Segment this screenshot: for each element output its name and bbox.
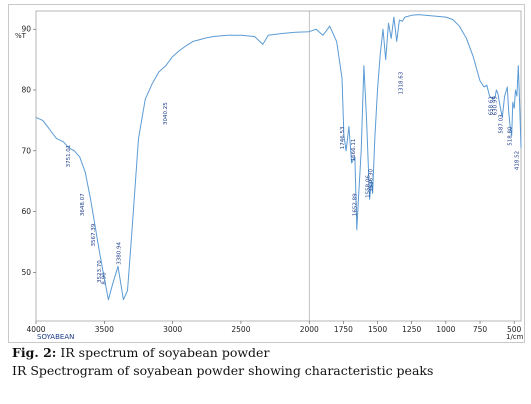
peak-label: 3648.07: [80, 193, 86, 216]
x-tick-label: 3000: [163, 325, 182, 334]
peak-label: 1652.89: [353, 193, 359, 216]
spectrum-figure: 4000 3500 3000 2500 2000 1750 1500 1250 1000 750 5…: [8, 4, 525, 343]
figure-title: IR spectrum of soyabean powder: [56, 345, 270, 360]
spectrum-trace: [35, 14, 522, 301]
x-tick-label: 4000: [26, 325, 45, 334]
x-tick-label: 1250: [402, 325, 421, 334]
y-tick-label: 80: [21, 86, 31, 95]
peak-label: 418.52: [514, 151, 520, 170]
x-axis-unit: 1/cm: [506, 333, 524, 341]
peak-label: 518.80: [508, 126, 514, 146]
x-tick-label: 500: [507, 325, 522, 334]
peak-label: 1536.30: [369, 168, 375, 191]
y-axis-label: %T: [15, 32, 27, 40]
sample-label: SOYABEAN: [37, 333, 74, 341]
peak-label: 630.99: [492, 96, 498, 116]
y-tick-label: 70: [21, 146, 31, 155]
y-tick-label: 50: [21, 268, 31, 277]
peak-label: 3523.70: [97, 260, 103, 283]
y-tick-label: 90: [21, 25, 31, 34]
peak-label: 587.03: [498, 114, 504, 134]
x-tick-label: 2000: [300, 325, 319, 334]
peak-label: 658.61: [489, 96, 495, 115]
peak-label: 3380.94: [117, 242, 123, 265]
peak-label: 1558.06: [366, 175, 372, 198]
x-tick-label: 3500: [95, 325, 114, 334]
x-tick-label: 750: [473, 325, 488, 334]
x-tick-label: 1000: [436, 325, 455, 334]
peak-label: 3751.01: [66, 145, 72, 168]
peak-label: 1746.53: [340, 126, 346, 149]
peak-label: 8.90: [102, 272, 108, 285]
peak-label: 1318.63: [398, 71, 404, 94]
ir-spectrum-chart: 4000 3500 3000 2500 2000 1750 1500 1250 1000 750 5…: [15, 10, 524, 341]
peak-label: 3040.25: [163, 102, 169, 125]
x-tick-label: 2500: [231, 325, 250, 334]
x-tick-label: 1750: [334, 325, 353, 334]
figure-number: Fig. 2:: [12, 345, 57, 360]
y-tick-label: 60: [21, 207, 31, 216]
peak-label: 3567.39: [91, 223, 97, 246]
peak-label: 1666.11: [351, 139, 357, 162]
plot-border: [35, 10, 522, 322]
figure-subtitle: IR Spectrogram of soyabean powder showin…: [12, 363, 434, 378]
figure-caption: Fig. 2: IR spectrum of soyabean powder: [12, 345, 269, 360]
x-tick-label: 1500: [368, 325, 387, 334]
